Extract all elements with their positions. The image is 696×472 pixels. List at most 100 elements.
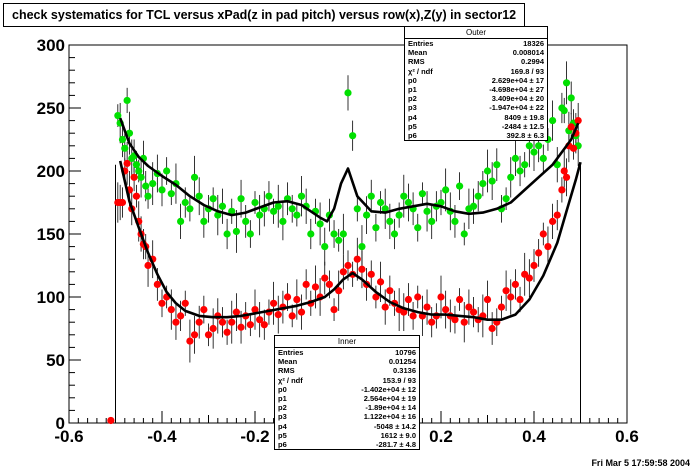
data-point xyxy=(335,287,343,295)
data-point xyxy=(218,318,227,326)
data-point xyxy=(483,295,492,304)
data-point xyxy=(311,283,320,291)
data-point xyxy=(270,207,278,215)
y-tick-label: 300 xyxy=(37,36,65,55)
data-point xyxy=(288,205,296,213)
data-point xyxy=(118,198,127,207)
x-tick-label: 0.2 xyxy=(429,427,453,446)
data-point xyxy=(390,230,399,238)
data-point xyxy=(330,306,338,314)
data-point xyxy=(525,142,533,150)
data-point xyxy=(372,224,380,232)
data-point xyxy=(218,202,227,210)
stats-value: -2484 ± 12.5 xyxy=(501,121,544,131)
data-point xyxy=(144,261,152,270)
stats-row: p4 -5048 ± 14.2 xyxy=(275,422,419,431)
stats-box-inner: Inner Entries 10796 Mean 0.01254 RMS 0.3136 χ²… xyxy=(274,335,420,451)
data-point xyxy=(549,217,557,225)
data-point xyxy=(497,303,506,311)
stats-box-header: Inner xyxy=(275,336,419,348)
stats-row: p1 -4.698e+04 ± 27 xyxy=(405,85,547,94)
y-tick-label: 200 xyxy=(37,162,65,181)
data-point xyxy=(177,217,185,225)
data-point xyxy=(256,211,264,219)
stats-label: p0 xyxy=(408,75,417,85)
data-point xyxy=(386,217,394,225)
stats-value: 8409 ± 19.8 xyxy=(504,112,544,122)
data-point xyxy=(137,173,145,181)
data-point xyxy=(451,217,459,225)
data-point xyxy=(451,316,459,324)
stats-label: p2 xyxy=(408,94,417,104)
data-point xyxy=(265,192,273,200)
data-point xyxy=(321,274,329,282)
data-point xyxy=(488,324,496,333)
data-point xyxy=(251,198,259,207)
data-point xyxy=(123,159,131,168)
data-point xyxy=(456,182,464,190)
data-point xyxy=(516,295,524,304)
data-point xyxy=(123,96,131,105)
data-point xyxy=(535,142,543,150)
stats-value: 1.122e+04 ± 16 xyxy=(363,412,416,422)
stats-row: p2 3.409e+04 ± 20 xyxy=(405,94,547,103)
x-tick-label: -0.2 xyxy=(240,427,269,446)
data-point xyxy=(469,308,478,316)
data-point xyxy=(474,192,482,200)
data-point xyxy=(386,287,394,295)
data-point xyxy=(302,280,310,288)
stats-row: p0 2.629e+04 ± 17 xyxy=(405,76,547,85)
stats-row: p3 -1.947e+04 ± 22 xyxy=(405,103,547,112)
stats-row: p4 8409 ± 19.8 xyxy=(405,113,547,122)
data-point xyxy=(516,167,524,175)
data-point xyxy=(376,278,385,286)
data-point xyxy=(418,190,426,198)
data-point xyxy=(349,132,357,140)
fit-curves xyxy=(118,117,582,321)
data-point xyxy=(242,217,250,225)
data-point xyxy=(135,167,143,175)
data-point xyxy=(437,198,445,207)
data-point xyxy=(428,217,436,225)
data-point xyxy=(567,94,575,102)
stats-value: -1.89e+04 ± 14 xyxy=(365,403,416,413)
stats-box-header: Outer xyxy=(405,27,547,39)
data-point xyxy=(344,261,352,270)
data-point xyxy=(493,161,501,169)
data-point xyxy=(456,295,464,304)
data-point xyxy=(293,295,301,304)
stats-value: 0.3136 xyxy=(393,366,416,376)
data-point xyxy=(530,261,538,270)
stats-label: p5 xyxy=(278,430,287,440)
stats-value: 2.629e+04 ± 17 xyxy=(491,75,544,85)
data-point xyxy=(256,316,264,324)
data-point xyxy=(507,173,515,181)
data-point xyxy=(549,117,557,125)
data-point xyxy=(246,230,254,238)
stats-label: p3 xyxy=(278,412,287,422)
data-point xyxy=(423,207,431,215)
data-point xyxy=(502,287,510,295)
stats-value: -1.402e+04 ± 12 xyxy=(361,384,416,394)
stats-label: p6 xyxy=(278,440,287,450)
stats-label: p1 xyxy=(408,85,417,95)
stats-row: Entries 10796 xyxy=(275,348,419,357)
data-point xyxy=(535,249,543,257)
data-point xyxy=(246,321,254,329)
stats-value: -281.7 ± 4.8 xyxy=(376,440,416,450)
stats-value: 2.564e+04 ± 19 xyxy=(363,394,416,404)
data-point xyxy=(465,303,473,311)
data-point xyxy=(502,195,510,203)
data-point xyxy=(118,135,127,144)
data-point xyxy=(372,293,380,301)
data-point xyxy=(344,89,352,97)
data-point xyxy=(232,227,240,236)
data-point xyxy=(358,243,366,251)
data-point xyxy=(186,205,194,213)
data-point xyxy=(562,79,571,87)
data-point xyxy=(232,308,240,316)
stats-label: χ² / ndf xyxy=(408,66,433,76)
data-point xyxy=(376,198,385,207)
data-point xyxy=(339,230,347,238)
